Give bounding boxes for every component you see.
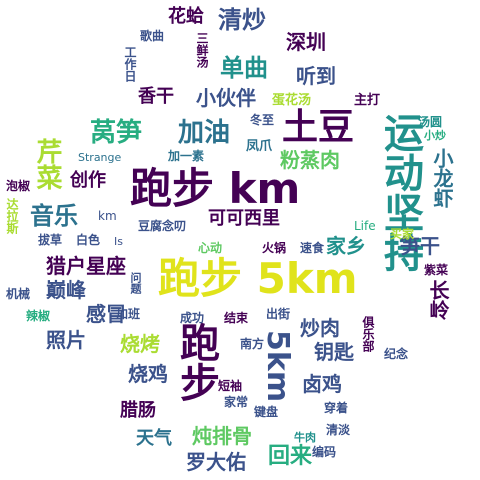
word-tangtuan: 汤圆 [418, 115, 443, 129]
word-paobu-5km: 跑步 5km [158, 254, 358, 303]
word-duanxiu: 短袖 [218, 379, 243, 393]
word-fenzhengrou: 粉蒸肉 [280, 148, 340, 172]
word-zhuda: 主打 [354, 93, 381, 108]
word-xiaohuoban: 小伙伴 [196, 86, 256, 110]
word-jiayou: 加油 [178, 118, 231, 148]
word-danqu: 单曲 [220, 54, 268, 82]
word-chuanzhuo: 穿着 [324, 401, 349, 415]
word-qingchao: 清炒 [218, 6, 266, 34]
word-luji: 卤鸡 [302, 372, 342, 396]
word-sungan: 笋干 [400, 234, 440, 258]
word-yinyue: 音乐 [30, 202, 78, 230]
word-shaokao: 烧烤 [120, 332, 160, 356]
word-jinian: 纪念 [384, 347, 409, 361]
word-chujie: 出街 [266, 307, 291, 321]
word-nanfang: 南方 [240, 337, 265, 351]
word-baise: 白色 [76, 233, 101, 247]
word-km-small: km [98, 209, 117, 223]
word-changling: 长岭 [426, 280, 450, 320]
word-bacao: 拔草 [38, 233, 63, 247]
word-paobu-km-center: 跑步 km [130, 164, 301, 213]
word-woju: 莴笋 [90, 118, 143, 148]
word-jixie: 机械 [6, 287, 31, 301]
word-yundong-jianchi: 运动坚持 [377, 112, 423, 272]
word-kekexili: 可可西里 [208, 208, 280, 229]
word-jiachang: 家常 [224, 395, 249, 409]
word-zicai: 紫菜 [424, 263, 449, 277]
word-niurou: 牛肉 [294, 431, 316, 444]
word-5km-vertical: 5km [260, 330, 295, 403]
word-ganmao: 感冒 [86, 302, 126, 326]
word-shaoji: 烧鸡 [128, 362, 168, 386]
word-julebu: 俱乐部 [361, 316, 375, 352]
word-xiaolongxia: 小龙虾 [430, 148, 454, 208]
word-huage: 花蛤 [168, 6, 204, 27]
word-gongzuori: 工作日 [123, 46, 137, 82]
word-dalasi: 达拉斯 [5, 198, 19, 234]
word-doufu-niandao: 豆腐念叨 [138, 219, 187, 233]
word-wenti: 问题 [129, 272, 142, 294]
word-danhua-tang: 蛋花汤 [272, 93, 312, 108]
word-xianggan: 香干 [138, 86, 174, 107]
word-tingdao: 听到 [296, 64, 336, 88]
word-dongzhi: 冬至 [250, 113, 275, 127]
word-zhaopian: 照片 [46, 328, 86, 352]
word-sanxian-tang: 三鲜汤 [195, 32, 209, 68]
word-strange: Strange [78, 151, 122, 164]
word-tudou: 土豆 [282, 107, 355, 148]
word-jiaban: 加班 [116, 307, 141, 321]
word-huoguo: 火锅 [262, 241, 287, 255]
word-chenggong: 成功 [180, 311, 205, 325]
word-larou: 腊肠 [120, 400, 156, 421]
word-shenzhen: 深圳 [286, 30, 326, 54]
word-jiayisu: 加一素 [168, 149, 205, 163]
word-xindong: 心动 [198, 241, 223, 255]
word-jianpan: 键盘 [254, 405, 279, 419]
word-dunpaigu: 炖排骨 [192, 424, 252, 448]
word-paobu-vertical: 跑步 [173, 322, 219, 402]
word-fengzhao: 凤爪 [246, 139, 273, 154]
word-qincai: 芹菜 [32, 138, 62, 190]
word-chuangzuo: 创作 [70, 170, 106, 191]
word-sushi: 速食 [300, 241, 325, 255]
word-jieshu: 结束 [224, 311, 249, 325]
word-chaorou: 炒肉 [300, 316, 340, 340]
word-xiaochao: 小炒 [424, 129, 446, 142]
word-liehu-xingzuo: 猎户星座 [46, 254, 126, 278]
word-jiaxiang: 家乡 [326, 234, 366, 258]
word-is: Is [114, 235, 123, 248]
word-tianqi: 天气 [136, 428, 172, 449]
word-bianma: 编码 [312, 445, 337, 459]
word-huilai: 回来 [268, 444, 313, 469]
word-paojiao: 泡椒 [6, 179, 31, 193]
word-yaoshi: 钥匙 [314, 340, 354, 364]
word-maijia: 买家 [390, 227, 415, 241]
word-life: Life [354, 219, 376, 233]
word-gequ: 歌曲 [140, 29, 165, 43]
word-luodayou: 罗大佑 [186, 450, 246, 474]
word-lajiao: 辣椒 [26, 309, 51, 323]
word-dianfeng: 巅峰 [46, 278, 86, 302]
word-qingdan: 清淡 [326, 423, 351, 437]
